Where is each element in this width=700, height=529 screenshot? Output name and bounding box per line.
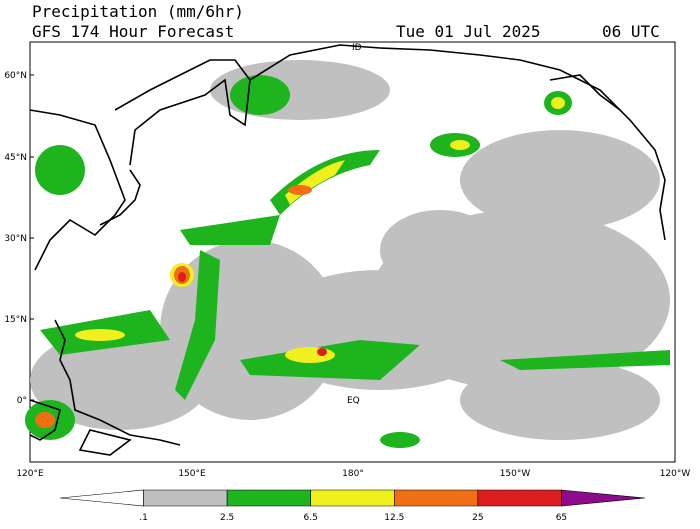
annotation: EQ [347, 396, 360, 406]
date: Tue 01 Jul 2025 [396, 22, 541, 41]
colorbar-segment [561, 489, 646, 507]
annotation: ID [352, 43, 362, 53]
colorbar-label: 12.5 [384, 513, 404, 523]
lon-label: 180° [342, 469, 364, 479]
title: Precipitation (mm/6hr) [32, 2, 244, 21]
lon-label: 120°W [660, 469, 691, 479]
colorbar: .1 2.5 6.5 12.5 25 65 [59, 489, 646, 523]
colorbar-segment [59, 489, 144, 507]
time: 06 UTC [602, 22, 660, 41]
lat-label: 30°N [4, 234, 27, 244]
lat-labels: 60°N 45°N 30°N 15°N 0° [4, 71, 34, 406]
lon-label: 120°E [16, 469, 44, 479]
colorbar-segment [310, 489, 395, 507]
precip-field [25, 60, 670, 448]
lon-label: 150°W [500, 469, 531, 479]
colorbar-segment [143, 489, 228, 507]
lat-label: 15°N [4, 315, 27, 325]
colorbar-segment [477, 489, 562, 507]
colorbar-label: 6.5 [304, 513, 318, 523]
colorbar-segment [226, 489, 312, 507]
subtitle: GFS 174 Hour Forecast [32, 22, 234, 41]
colorbar-label: 65 [556, 513, 567, 523]
lat-label: 0° [17, 396, 27, 406]
colorbar-label: 2.5 [220, 513, 234, 523]
lon-label: 150°E [178, 469, 206, 479]
lat-label: 60°N [4, 71, 27, 81]
lat-label: 45°N [4, 153, 27, 163]
colorbar-segment [393, 489, 479, 507]
colorbar-label: .1 [139, 513, 148, 523]
map: ID EQ 60°N45°N30°N15°N0° 120°E 150°E 180° 1… [4, 41, 690, 479]
colorbar-label: 25 [472, 513, 483, 523]
coastlines [29, 44, 666, 456]
lon-labels: 120°E 150°E 180° 150°W 120°W [16, 469, 690, 479]
